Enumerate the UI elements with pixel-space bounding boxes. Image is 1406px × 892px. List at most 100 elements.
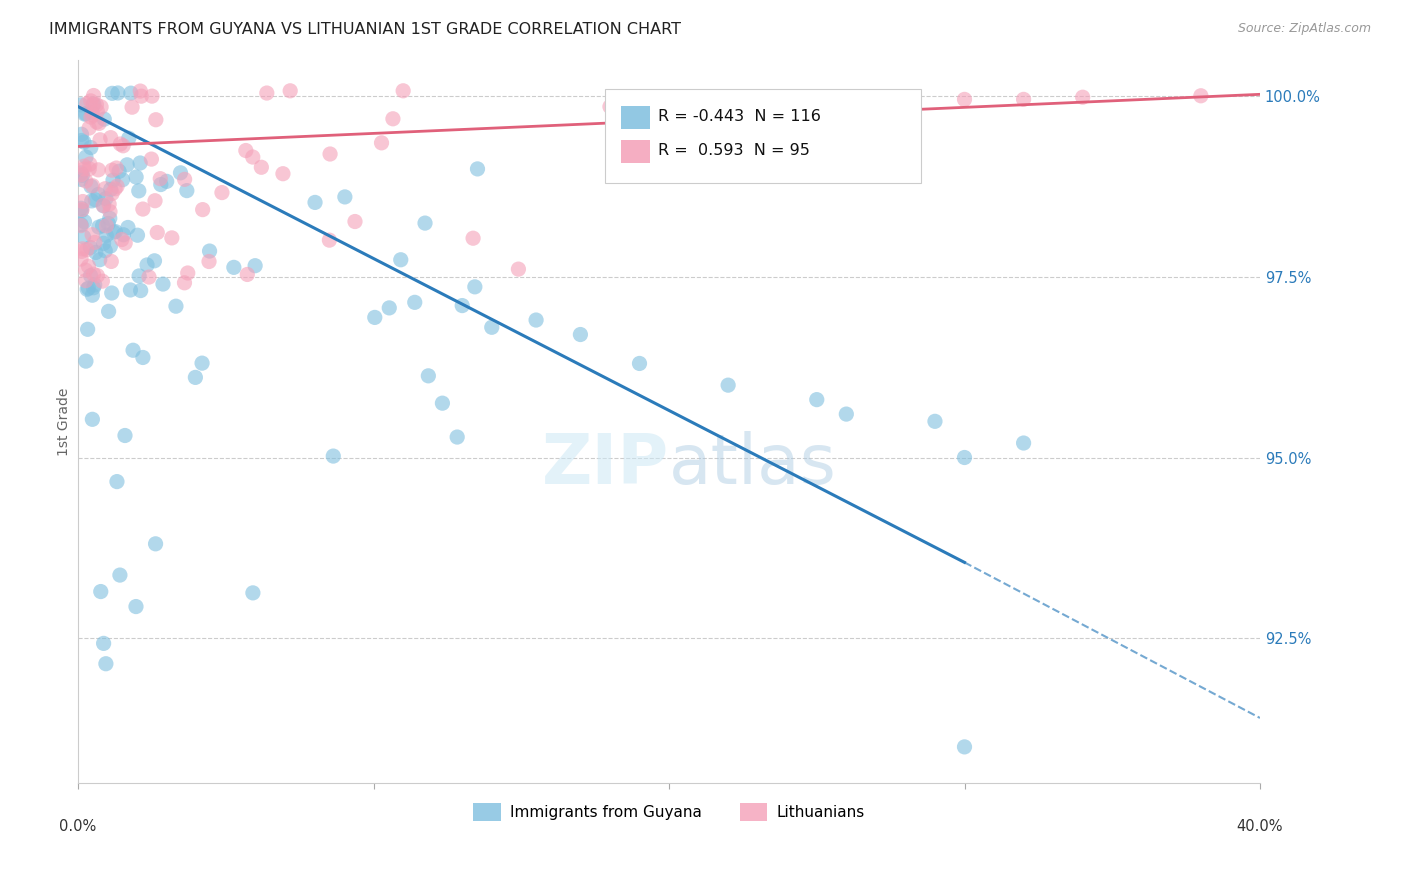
Point [70,202,93,217]
Point [79,268,101,283]
Point [432,396,454,410]
Point [84,245,107,260]
Point [173,172,195,186]
Point [72,194,94,209]
Point [100,285,122,300]
Point [806,392,828,407]
Point [84,193,107,207]
Point [145,112,167,127]
Point [1189,88,1212,103]
Point [508,262,530,277]
Point [94,244,117,258]
Point [222,260,245,275]
Point [82,97,104,112]
Point [835,95,858,109]
Point [90,100,112,114]
Y-axis label: 1st Grade: 1st Grade [58,387,72,456]
Point [243,259,266,273]
Point [89,252,111,267]
Point [94,657,117,671]
Point [1012,92,1035,106]
Point [389,252,412,267]
Point [136,258,159,272]
Point [82,412,104,426]
Point [93,199,115,213]
Point [132,202,155,216]
Point [82,288,104,302]
Point [370,136,392,150]
Point [70,172,93,186]
Point [318,233,340,247]
Point [90,584,112,599]
Point [211,186,233,200]
Point [114,235,136,250]
Point [322,449,344,463]
Point [271,167,294,181]
Point [79,157,101,171]
Point [256,86,278,100]
Point [418,368,440,383]
Point [242,150,264,164]
Point [236,268,259,282]
Point [70,98,93,112]
Point [160,231,183,245]
Text: R = -0.443  N = 116: R = -0.443 N = 116 [658,110,821,124]
Text: ZIP: ZIP [541,431,669,499]
Point [73,135,96,149]
Point [108,164,131,178]
Point [128,268,150,283]
Point [145,537,167,551]
Text: 0.0%: 0.0% [59,819,97,834]
Point [191,202,214,217]
Point [165,299,187,313]
Point [599,100,621,114]
Point [75,150,97,164]
Point [89,133,111,147]
Point [104,182,127,196]
Point [141,152,163,166]
Point [82,227,104,242]
Point [461,231,484,245]
Point [93,236,115,251]
Point [108,568,131,582]
Point [98,197,121,211]
Point [93,636,115,650]
Point [132,351,155,365]
Point [70,203,93,218]
Point [198,244,221,258]
Point [169,166,191,180]
Point [70,201,93,215]
Point [129,284,152,298]
Point [73,107,96,121]
Point [392,84,415,98]
Point [105,161,128,175]
Point [141,89,163,103]
Point [129,156,152,170]
Point [83,235,105,250]
Point [658,97,681,112]
Point [80,140,103,154]
Legend: Immigrants from Guyana, Lithuanians: Immigrants from Guyana, Lithuanians [467,797,870,828]
Point [72,242,94,256]
Point [75,263,97,277]
Point [114,428,136,442]
Point [481,320,503,334]
Point [70,168,93,182]
Point [143,253,166,268]
Point [129,89,152,103]
Point [717,95,740,110]
Point [125,169,148,184]
Point [72,230,94,244]
Text: R =  0.593  N = 95: R = 0.593 N = 95 [658,144,810,158]
Point [118,131,141,145]
Point [953,450,976,465]
Point [80,179,103,194]
Point [198,254,221,268]
Point [75,107,97,121]
Point [156,174,179,188]
Point [176,184,198,198]
Point [70,244,93,259]
Point [94,182,117,196]
Point [75,274,97,288]
Point [80,110,103,124]
